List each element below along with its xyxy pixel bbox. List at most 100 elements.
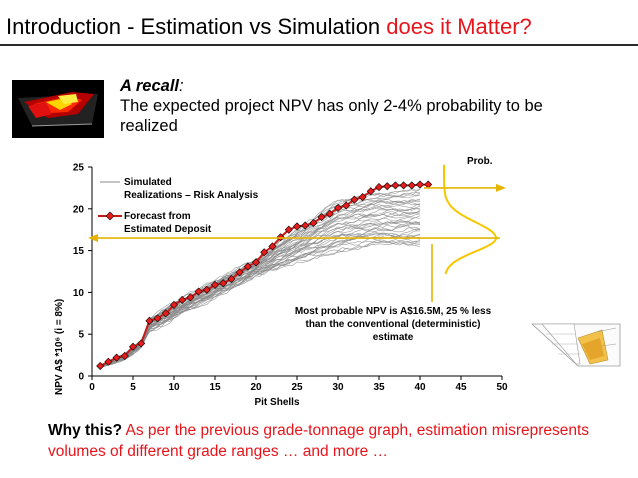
slide-title: Introduction - Estimation vs Simulation …	[6, 14, 532, 40]
forecast-point	[243, 262, 252, 271]
forecast-point	[194, 287, 203, 296]
x-tick-label: 15	[209, 382, 221, 393]
forecast-point	[366, 187, 375, 196]
x-tick-label: 0	[89, 382, 95, 393]
forecast-point	[219, 279, 228, 288]
forecast-point	[284, 225, 293, 234]
npv-annotation: Most probable NPV is A$16.5M, 25 % less …	[295, 306, 492, 343]
legend-forecast-label-2: Estimated Deposit	[124, 224, 212, 235]
simulated-realization-line	[100, 237, 421, 368]
annotation-line-3: estimate	[373, 332, 414, 343]
forecast-point	[407, 181, 416, 190]
legend-forecast-marker	[105, 211, 115, 221]
forecast-point	[342, 201, 351, 210]
x-axis-title: Pit Shells	[254, 397, 299, 408]
forecast-point	[161, 309, 170, 318]
forecast-point	[210, 280, 220, 289]
forecast-point	[391, 181, 400, 190]
simulated-realization-line	[100, 230, 421, 368]
title-divider	[0, 44, 638, 46]
y-tick-label: 25	[73, 163, 85, 174]
npv-chart: 0 5 10 15 20 25 30 35 40 45 50 0 5 10 15 20 25 NPV A$ *1…	[54, 156, 508, 408]
forecast-point	[112, 353, 121, 362]
recall-block: A recall: The expected project NPV has o…	[120, 76, 600, 136]
footer-explanation: As per the previous grade-tonnage graph,…	[48, 422, 590, 460]
simulated-realization-line	[100, 222, 421, 368]
forecast-point	[104, 357, 113, 366]
simulated-realization-line	[100, 233, 421, 368]
y-axis-title: NPV A$ *10⁶ (i = 8%)	[54, 299, 65, 395]
forecast-point	[424, 180, 433, 189]
annotation-line-2: than the conventional (deterministic)	[305, 319, 480, 330]
forecast-point	[137, 339, 146, 348]
forecast-point	[383, 182, 392, 191]
simulated-realization-line	[100, 228, 421, 368]
x-tick-label: 10	[168, 382, 180, 393]
probability-curve	[443, 164, 498, 275]
y-tick-label: 5	[78, 330, 84, 341]
y-tick-label: 15	[73, 246, 85, 257]
forecast-point	[350, 195, 359, 204]
most-probable-arrowhead	[88, 234, 98, 243]
simulated-realization-line	[100, 234, 421, 368]
forecast-point	[128, 342, 138, 351]
simulated-realization-line	[100, 212, 421, 367]
x-tick-label: 20	[250, 382, 262, 393]
legend-simulated-label-2: Realizations – Risk Analysis	[124, 190, 259, 201]
probability-overlay	[88, 164, 506, 302]
x-tick-label: 50	[496, 382, 508, 393]
forecast-point	[268, 242, 277, 251]
x-tick-label: 5	[130, 382, 136, 393]
simulated-realization-line	[100, 226, 421, 368]
simulated-realization-line	[100, 240, 421, 368]
x-tick-label: 30	[332, 382, 344, 393]
forecast-point	[235, 268, 244, 277]
open-pit-heatmap-thumbnail	[12, 80, 104, 138]
y-tick-label: 20	[73, 204, 85, 215]
forecast-point	[301, 221, 310, 230]
simulated-realization-line	[100, 234, 421, 368]
forecast-series	[96, 180, 433, 370]
legend: Simulated Realizations – Risk Analysis F…	[98, 177, 259, 235]
simulated-realization-line	[100, 221, 421, 367]
forecast-point	[202, 285, 211, 294]
pit-cross-section-diagram	[530, 323, 621, 367]
x-tick-label: 45	[455, 382, 467, 393]
forecast-level-arrowhead	[496, 183, 506, 192]
forecast-point	[415, 180, 425, 189]
forecast-point	[227, 274, 236, 284]
forecast-point	[358, 193, 367, 202]
forecast-point	[260, 248, 269, 257]
forecast-point	[276, 233, 285, 242]
simulated-realization-line	[100, 194, 421, 366]
legend-forecast-label-1: Forecast from	[124, 211, 191, 222]
forecast-point	[153, 314, 162, 323]
forecast-point	[169, 300, 179, 309]
simulated-realization-line	[100, 216, 421, 367]
forecast-point	[292, 222, 302, 231]
forecast-point	[251, 258, 261, 267]
forecast-point	[333, 203, 343, 212]
forecast-point	[399, 181, 408, 190]
prob-label: Prob.	[467, 156, 493, 167]
recall-heading: A recall	[120, 77, 180, 95]
forecast-point	[145, 316, 154, 325]
y-tick-label: 0	[78, 372, 84, 383]
footer-question: Why this?	[48, 422, 123, 439]
recall-text: The expected project NPV has only 2-4% p…	[120, 97, 543, 135]
forecast-point	[374, 183, 384, 192]
forecast-point	[317, 213, 326, 222]
x-tick-label: 40	[414, 382, 426, 393]
footer-text: Why this? As per the previous grade-tonn…	[48, 420, 608, 462]
legend-simulated-label-1: Simulated	[124, 177, 172, 188]
simulated-realization-line	[100, 213, 421, 367]
forecast-point	[186, 293, 195, 302]
simulated-realization-line	[100, 215, 421, 367]
simulated-realization-line	[100, 231, 421, 368]
x-tick-label: 25	[291, 382, 303, 393]
forecast-point	[178, 295, 187, 304]
simulated-realization-line	[100, 225, 421, 368]
title-main: Introduction - Estimation vs Simulation	[6, 14, 387, 39]
axes-layer: 0 5 10 15 20 25 30 35 40 45 50 0 5 10 15 20 25	[73, 163, 508, 394]
forecast-point	[325, 209, 334, 218]
